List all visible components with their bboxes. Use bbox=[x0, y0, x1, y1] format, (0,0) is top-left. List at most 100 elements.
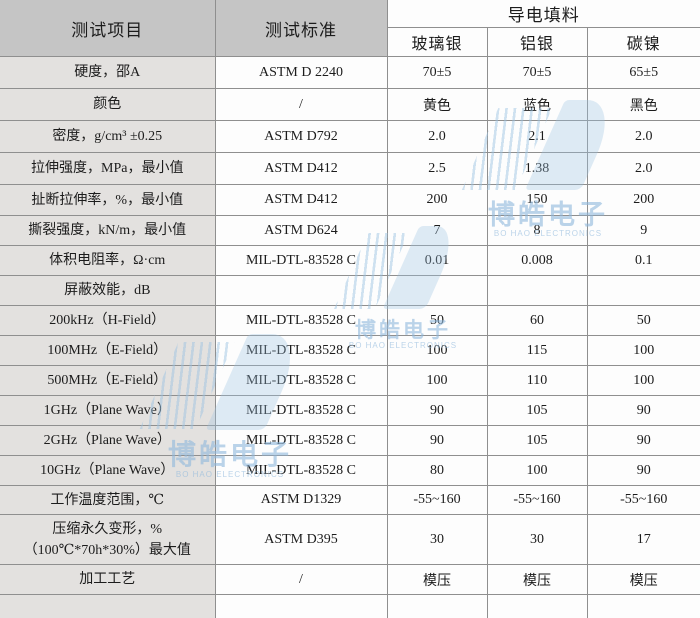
test-item-cell: 体积电阻率，Ω·cm bbox=[0, 245, 216, 276]
value-cell: 7 bbox=[386, 215, 488, 246]
table-row: 颜色 / 黄色 蓝色 黑色 bbox=[0, 88, 700, 121]
value-cell: 8 bbox=[486, 215, 588, 246]
value-cell: 90 bbox=[586, 395, 700, 426]
value-cell bbox=[586, 275, 700, 306]
value-cell: 1.38 bbox=[486, 152, 588, 185]
value-cell: 2.0 bbox=[386, 120, 488, 153]
value-cell: 50 bbox=[386, 305, 488, 336]
standard-cell: ASTM D412 bbox=[214, 184, 388, 216]
value-cell: 模压 bbox=[586, 564, 700, 595]
table-row: 加工工艺 / 模压 模压 模压 bbox=[0, 564, 700, 595]
standard-cell: MIL-DTL-83528 C bbox=[214, 335, 388, 366]
value-cell: 30 bbox=[486, 514, 588, 565]
standard-cell: MIL-DTL-83528 C bbox=[214, 425, 388, 456]
table-row: 200kHz（H-Field） MIL-DTL-83528 C 50 60 50 bbox=[0, 305, 700, 336]
value-cell: 模压 bbox=[386, 564, 488, 595]
table-row: 1GHz（Plane Wave） MIL-DTL-83528 C 90 105 90 bbox=[0, 395, 700, 426]
header-row-1: 测试项目 测试标准 导电填料 bbox=[0, 0, 700, 57]
table-row: 工作温度范围，℃ ASTM D1329 -55~160 -55~160 -55~160 bbox=[0, 485, 700, 515]
value-cell: 70±5 bbox=[486, 56, 588, 89]
value-cell: 60 bbox=[486, 305, 588, 336]
value-cell: 2.1 bbox=[486, 120, 588, 153]
table-row: 体积电阻率，Ω·cm MIL-DTL-83528 C 0.01 0.008 0.1 bbox=[0, 245, 700, 276]
test-item-cell: 颜色 bbox=[0, 88, 216, 121]
value-cell: 100 bbox=[586, 365, 700, 396]
value-cell bbox=[486, 275, 588, 306]
value-cell: 黄色 bbox=[386, 88, 488, 121]
value-cell bbox=[486, 594, 588, 618]
test-item-cell bbox=[0, 594, 216, 618]
table-row: 密度，g/cm³ ±0.25 ASTM D792 2.0 2.1 2.0 bbox=[0, 120, 700, 153]
standard-cell: MIL-DTL-83528 C bbox=[214, 455, 388, 486]
header-row-2: 玻璃银 铝银 碳镍 bbox=[0, 27, 700, 57]
table-row bbox=[0, 594, 700, 618]
standard-cell: ASTM D 2240 bbox=[214, 56, 388, 89]
value-cell: 50 bbox=[586, 305, 700, 336]
value-cell: 105 bbox=[486, 425, 588, 456]
standard-cell: MIL-DTL-83528 C bbox=[214, 395, 388, 426]
test-item-cell: 100MHz（E-Field） bbox=[0, 335, 216, 366]
value-cell: 9 bbox=[586, 215, 700, 246]
value-cell: 100 bbox=[386, 335, 488, 366]
standard-cell: ASTM D395 bbox=[214, 514, 388, 565]
table-row: 扯断拉伸率，%，最小值 ASTM D412 200 150 200 bbox=[0, 184, 700, 216]
test-item-cell: 500MHz（E-Field） bbox=[0, 365, 216, 396]
value-cell: 115 bbox=[486, 335, 588, 366]
value-cell: -55~160 bbox=[386, 485, 488, 515]
value-cell: 100 bbox=[586, 335, 700, 366]
standard-cell: / bbox=[214, 88, 388, 121]
standard-cell: ASTM D1329 bbox=[214, 485, 388, 515]
test-item-cell: 10GHz（Plane Wave） bbox=[0, 455, 216, 486]
value-cell: 蓝色 bbox=[486, 88, 588, 121]
value-cell: 100 bbox=[486, 455, 588, 486]
value-cell: 90 bbox=[586, 455, 700, 486]
standard-cell bbox=[214, 594, 388, 618]
test-item-cell: 1GHz（Plane Wave） bbox=[0, 395, 216, 426]
value-cell: 90 bbox=[386, 395, 488, 426]
value-cell: 70±5 bbox=[386, 56, 488, 89]
header-test-item: 测试项目 bbox=[0, 0, 216, 57]
standard-cell: MIL-DTL-83528 C bbox=[214, 245, 388, 276]
header-filler-1: 铝银 bbox=[486, 27, 588, 57]
value-cell: 2.0 bbox=[586, 120, 700, 153]
value-cell: 200 bbox=[386, 184, 488, 216]
test-item-cell: 加工工艺 bbox=[0, 564, 216, 595]
table-row: 硬度，邵A ASTM D 2240 70±5 70±5 65±5 bbox=[0, 56, 700, 89]
value-cell: 150 bbox=[486, 184, 588, 216]
value-cell bbox=[586, 594, 700, 618]
test-item-cell: 密度，g/cm³ ±0.25 bbox=[0, 120, 216, 153]
table-row: 拉伸强度，MPa，最小值 ASTM D412 2.5 1.38 2.0 bbox=[0, 152, 700, 185]
standard-cell: MIL-DTL-83528 C bbox=[214, 365, 388, 396]
value-cell: 模压 bbox=[486, 564, 588, 595]
value-cell bbox=[386, 275, 488, 306]
standard-cell: MIL-DTL-83528 C bbox=[214, 305, 388, 336]
value-cell: 65±5 bbox=[586, 56, 700, 89]
test-item-cell: 2GHz（Plane Wave） bbox=[0, 425, 216, 456]
value-cell: 105 bbox=[486, 395, 588, 426]
test-item-cell: 200kHz（H-Field） bbox=[0, 305, 216, 336]
table-row: 100MHz（E-Field） MIL-DTL-83528 C 100 115 100 bbox=[0, 335, 700, 366]
test-item-cell: 拉伸强度，MPa，最小值 bbox=[0, 152, 216, 185]
standard-cell: ASTM D412 bbox=[214, 152, 388, 185]
header-test-standard: 测试标准 bbox=[214, 0, 388, 57]
standard-cell: / bbox=[214, 564, 388, 595]
header-filler-0: 玻璃银 bbox=[386, 27, 488, 57]
table-row: 撕裂强度，kN/m，最小值 ASTM D624 7 8 9 bbox=[0, 215, 700, 246]
test-item-cell: 压缩永久变形，% （100℃*70h*30%）最大值 bbox=[0, 514, 216, 565]
value-cell: 110 bbox=[486, 365, 588, 396]
header-filler-group: 导电填料 bbox=[386, 0, 700, 28]
value-cell: 2.5 bbox=[386, 152, 488, 185]
value-cell: 0.008 bbox=[486, 245, 588, 276]
standard-cell: ASTM D792 bbox=[214, 120, 388, 153]
test-item-cell: 硬度，邵A bbox=[0, 56, 216, 89]
table-row: 2GHz（Plane Wave） MIL-DTL-83528 C 90 105 90 bbox=[0, 425, 700, 456]
value-cell: -55~160 bbox=[586, 485, 700, 515]
value-cell: 90 bbox=[386, 425, 488, 456]
value-cell: 90 bbox=[586, 425, 700, 456]
value-cell: 0.01 bbox=[386, 245, 488, 276]
value-cell: 黑色 bbox=[586, 88, 700, 121]
table-row: 500MHz（E-Field） MIL-DTL-83528 C 100 110 100 bbox=[0, 365, 700, 396]
table-row: 压缩永久变形，% （100℃*70h*30%）最大值 ASTM D395 30 30 1… bbox=[0, 514, 700, 565]
